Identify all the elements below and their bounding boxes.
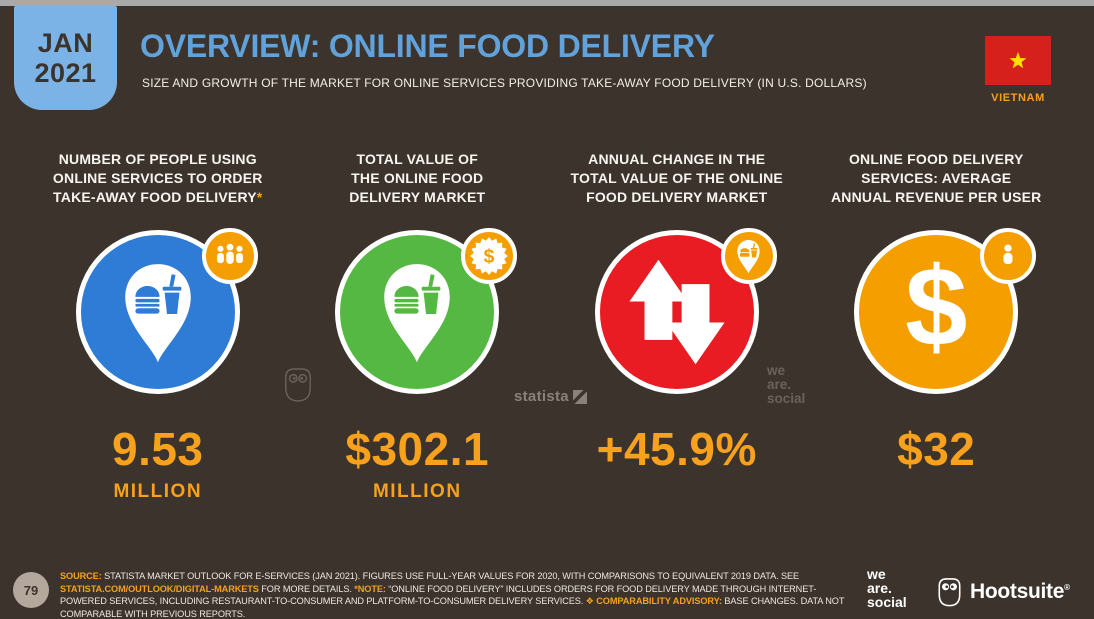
top-strip [0, 0, 1094, 6]
statista-logo-icon [572, 389, 587, 404]
hootsuite-owl-watermark-icon [283, 363, 313, 410]
people-icon [201, 228, 258, 284]
we-are-social-logo: we are. social [867, 566, 907, 610]
location-pin-food-icon [335, 230, 500, 394]
metric-icon-wrap: $ [854, 228, 1037, 394]
metric-col-annual-change: ANNUAL CHANGE IN THE TOTAL VALUE OF THE … [547, 150, 807, 503]
metric-unit: MILLION [372, 481, 462, 502]
metric-label: ONLINE FOOD DELIVERY SERVICES: AVERAGE A… [831, 151, 1042, 205]
we-are-social-watermark: we are. social [767, 363, 806, 406]
source-label: SOURCE: [60, 571, 102, 581]
metric-col-arpu: ONLINE FOOD DELIVERY SERVICES: AVERAGE A… [807, 150, 1067, 503]
statista-watermark: statista [514, 388, 587, 405]
source-note: SOURCE: STATISTA MARKET OUTLOOK FOR E-SE… [60, 571, 845, 619]
hootsuite-owl-icon [938, 578, 961, 607]
metric-label: NUMBER OF PEOPLE USING ONLINE SERVICES T… [52, 151, 263, 205]
metric-icon-wrap: $ [335, 228, 518, 394]
date-badge: JAN 2021 [14, 6, 117, 110]
metric-value: +45.9% [596, 423, 757, 475]
note-label: *NOTE: [354, 583, 386, 594]
flag-star-icon [1009, 51, 1027, 68]
metric-col-market-value: TOTAL VALUE OF THE ONLINE FOOD DELIVERY … [288, 150, 548, 503]
advisory-diamond-icon: ❖ [585, 596, 597, 607]
metric-unit: MILLION [113, 481, 203, 502]
dollar-sign-icon: $ [854, 230, 1019, 394]
metric-label: TOTAL VALUE OF THE ONLINE FOOD DELIVERY … [349, 151, 486, 205]
country-label: VIETNAM [991, 92, 1045, 104]
metric-value: $32 [897, 423, 976, 475]
page-title: OVERVIEW: ONLINE FOOD DELIVERY [140, 28, 715, 64]
metric-label: ANNUAL CHANGE IN THE TOTAL VALUE OF THE … [570, 151, 783, 205]
statista-watermark-text: statista [514, 388, 569, 405]
person-icon [980, 228, 1037, 284]
metrics-row: NUMBER OF PEOPLE USING ONLINE SERVICES T… [28, 150, 1066, 503]
metric-col-users: NUMBER OF PEOPLE USING ONLINE SERVICES T… [28, 150, 288, 503]
hootsuite-wordmark: Hootsuite® [970, 579, 1070, 603]
footnote-asterisk: * [256, 188, 263, 205]
vietnam-flag-icon [985, 36, 1051, 85]
dollar-seal-icon: $ [461, 228, 518, 284]
advisory-label: COMPARABILITY ADVISORY: [596, 596, 722, 607]
metric-value: $302.1 [345, 423, 490, 475]
date-month: JAN [37, 27, 94, 58]
page-number-badge: 79 [13, 572, 49, 608]
statista-link[interactable]: STATISTA.COM/OUTLOOK/DIGITAL-MARKETS [60, 583, 259, 594]
metric-icon-wrap [594, 228, 777, 394]
metric-icon-wrap [75, 228, 258, 394]
page-subtitle: SIZE AND GROWTH OF THE MARKET FOR ONLINE… [142, 76, 867, 90]
location-pin-food-icon [720, 228, 777, 284]
metric-value: 9.53 [111, 423, 204, 475]
hootsuite-logo: Hootsuite® [936, 575, 1070, 608]
svg-text:$: $ [484, 247, 495, 268]
date-year: 2021 [34, 58, 97, 88]
